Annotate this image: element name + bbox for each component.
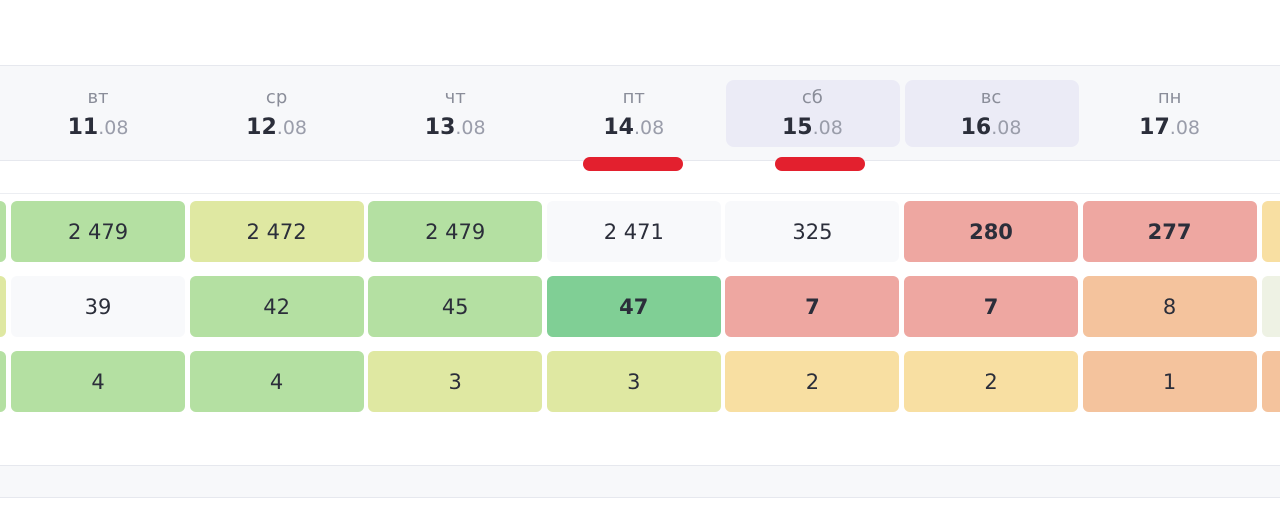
footer-band [0,465,1280,498]
cell: 1 [1082,351,1257,412]
day: 17 [1139,115,1170,140]
date: 16.08 [904,115,1078,143]
date: 13.08 [368,115,542,143]
cell: 2 479 [11,201,185,262]
date: 17.08 [1083,115,1257,143]
rows-band [0,193,1280,419]
day: 14 [603,115,634,140]
cell: 4 [189,351,364,412]
cell: 8 [1082,276,1257,337]
weekday: вт [87,87,109,108]
day: 16 [960,115,992,140]
date: 14.08 [547,115,721,143]
day: 11 [67,115,99,140]
cell: 325 [725,201,900,262]
cell-edge [0,351,6,412]
cell: 280 [904,201,1078,262]
weekday: сб [801,87,823,108]
weekday: пт [622,87,645,108]
month: .08 [276,117,308,139]
underline [583,157,683,171]
weekend-highlight [726,80,900,147]
underline [775,157,865,171]
weekday: вс [980,87,1002,108]
month: .08 [634,117,665,139]
header-band [0,65,1280,161]
day: 15 [781,115,813,140]
day: 13 [424,115,456,140]
cell: 2 472 [189,201,364,262]
cell: 277 [1082,201,1257,262]
date: 11.08 [11,115,185,143]
month: .08 [812,117,843,139]
weekday: чт [444,87,466,108]
month: .08 [455,117,486,139]
cell: 2 471 [546,201,721,262]
month: .08 [1169,117,1201,139]
cell: 39 [11,276,185,337]
cell-edge [0,201,6,262]
cell: 2 [725,351,900,412]
cell: 42 [189,276,364,337]
weekday: пн [1157,87,1182,108]
cell-edge [1262,201,1280,262]
cell: 7 [725,276,900,337]
cell: 47 [546,276,721,337]
cell-edge [0,276,6,337]
date: 12.08 [190,115,364,143]
cell: 4 [11,351,185,412]
date: 15.08 [725,115,899,143]
weekend-highlight [905,80,1079,147]
cell: 3 [368,351,543,412]
month: .08 [991,117,1022,139]
cell: 2 479 [368,201,543,262]
cell-edge [1262,276,1280,337]
cell: 45 [368,276,543,337]
cell: 2 [904,351,1078,412]
cell: 3 [546,351,721,412]
day: 12 [246,115,277,140]
weekday: ср [265,87,288,108]
cell-edge [1262,351,1280,412]
cell: 7 [904,276,1078,337]
month: .08 [98,117,129,139]
